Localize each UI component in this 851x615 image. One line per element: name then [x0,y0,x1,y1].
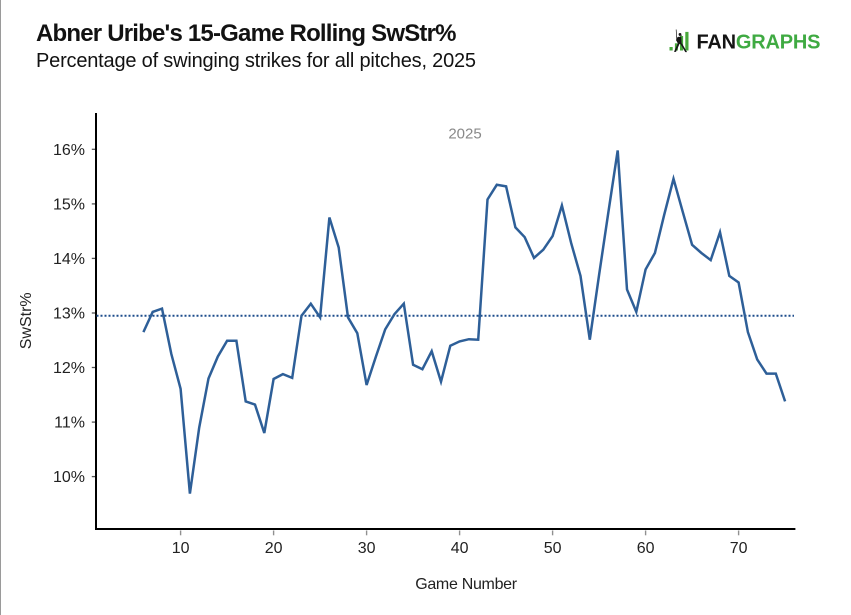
svg-text:12%: 12% [53,360,85,377]
svg-text:SwStr%: SwStr% [18,292,35,349]
svg-text:50: 50 [544,540,562,557]
svg-text:20: 20 [265,540,283,557]
svg-text:11%: 11% [54,415,85,432]
svg-text:40: 40 [451,540,469,557]
svg-text:10%: 10% [53,469,85,486]
svg-text:Game Number: Game Number [415,576,518,593]
svg-text:30: 30 [358,540,376,557]
svg-text:10: 10 [172,540,190,557]
svg-text:70: 70 [730,540,748,557]
svg-text:16%: 16% [53,142,85,159]
svg-text:60: 60 [637,540,655,557]
svg-text:15%: 15% [53,196,85,213]
svg-text:14%: 14% [53,251,85,268]
svg-text:13%: 13% [53,306,85,323]
svg-text:2025: 2025 [448,126,481,143]
svg-text:FANGRAPHS: FANGRAPHS [697,32,821,54]
